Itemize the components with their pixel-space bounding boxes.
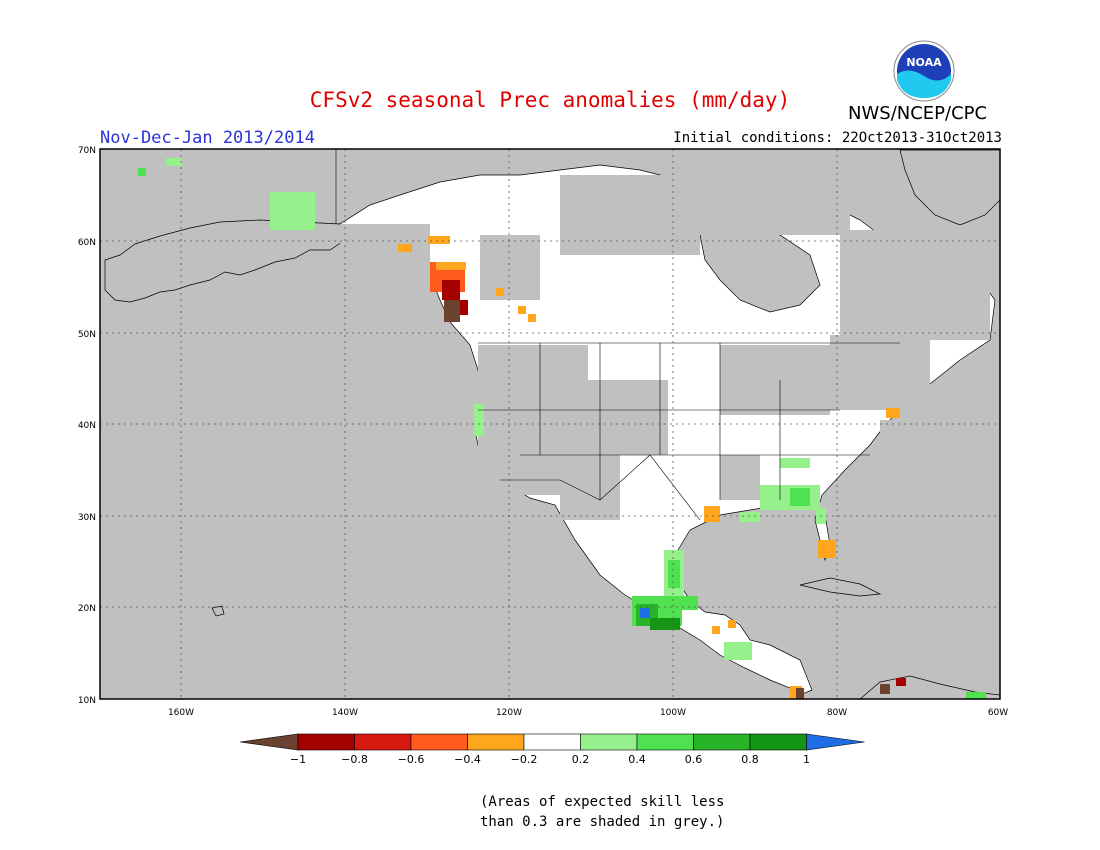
anomaly-cell-negative (728, 620, 736, 628)
anomaly-cell-negative (496, 288, 504, 296)
colorbar-label: −0.2 (511, 753, 538, 766)
skill-note: (Areas of expected skill less than 0.3 a… (480, 792, 724, 832)
skill-mask (340, 175, 990, 520)
colorbar-label: 0.2 (572, 753, 590, 766)
colorbar-label: −0.6 (398, 753, 425, 766)
anomaly-cell-positive (780, 458, 810, 468)
agency-label: NWS/NCEP/CPC (848, 103, 988, 124)
mask-block (830, 335, 930, 410)
anomaly-cell-positive (740, 512, 760, 522)
anomaly-cell-positive (668, 560, 680, 588)
map-frame (99, 148, 1001, 700)
anomaly-cell-positive (474, 404, 484, 436)
anomaly-cell-negative (444, 300, 460, 322)
colorbar-label: 0.6 (685, 753, 703, 766)
mask-block (840, 230, 990, 340)
initial-conditions-label: Initial conditions: 22Oct2013-31Oct2013 (673, 130, 1002, 146)
logo-text: NOAA (906, 56, 942, 69)
anomaly-cell-positive (966, 692, 986, 699)
chart-title: CFSv2 seasonal Prec anomalies (mm/day) (309, 88, 791, 112)
colorbar-bin (806, 733, 865, 751)
colorbar: −1 −0.8 −0.6 −0.4 −0.2 0.2 0.4 0.6 0.8 1 (239, 733, 865, 766)
mask-block (700, 180, 850, 235)
lon-label: 120W (496, 708, 522, 718)
mask-block (588, 380, 668, 455)
colorbar-bin (354, 733, 412, 751)
colorbar-label: −0.8 (341, 753, 368, 766)
colorbar-bin (239, 733, 299, 751)
graticule (100, 149, 1000, 699)
anomaly-cell-negative (518, 306, 526, 314)
colorbar-bin (523, 733, 581, 751)
anomaly-cell-negative (712, 626, 720, 634)
state-borders (539, 343, 781, 500)
state-borders (478, 409, 870, 456)
skill-note-line-1: (Areas of expected skill less (480, 794, 725, 810)
lat-label: 30N (78, 513, 96, 523)
cuba (799, 577, 882, 597)
colorbar-label: 0.4 (628, 753, 646, 766)
political-borders (335, 150, 900, 521)
lon-label: 160W (168, 708, 194, 718)
mask-block (340, 224, 430, 344)
mask-block (720, 345, 830, 415)
anomaly-cell-positive (138, 168, 146, 176)
lat-label: 70N (78, 146, 96, 156)
mask-block (880, 420, 910, 520)
anomaly-cell-negative (428, 236, 450, 244)
lat-label: 40N (78, 421, 96, 431)
anomaly-cell-positive (640, 608, 650, 618)
anomaly-cell-positive (724, 642, 752, 660)
colorbar-bin (467, 733, 525, 751)
colorbar-label: 0.8 (741, 753, 759, 766)
lat-label: 10N (78, 696, 96, 706)
anomaly-cell-negative (818, 540, 836, 558)
lon-label: 80W (827, 708, 847, 718)
anomaly-cell-positive (682, 596, 698, 610)
lon-label: 100W (660, 708, 686, 718)
anomaly-cell-negative (436, 262, 466, 270)
lon-axis: 160W 140W 120W 100W 80W 60W (168, 708, 1008, 718)
anomaly-cell-positive (166, 158, 182, 166)
colorbar-bin (580, 733, 638, 751)
lat-label: 50N (78, 330, 96, 340)
period-label: Nov-Dec-Jan 2013/2014 (100, 128, 315, 148)
colorbar-label: 1 (803, 753, 810, 766)
colorbar-bin (636, 733, 694, 751)
alaska (104, 219, 346, 303)
anomaly-cell-positive (270, 192, 315, 230)
colorbar-label: −1 (290, 753, 306, 766)
anomaly-cell-negative (896, 678, 906, 686)
lat-axis: 70N 60N 50N 40N 30N 20N 10N (78, 146, 96, 706)
anomaly-cell-negative (398, 244, 412, 252)
anomaly-cell-negative (886, 408, 900, 418)
colorbar-bin (410, 733, 468, 751)
colorbar-bin (749, 733, 807, 751)
mask-block (480, 235, 540, 300)
anomaly-cell-negative (880, 684, 890, 694)
lat-label: 20N (78, 604, 96, 614)
anomaly-cell-negative (528, 314, 536, 322)
skill-note-line-2: than 0.3 are shaded in grey.) (480, 814, 725, 830)
colorbar-bin (693, 733, 751, 751)
anomaly-cell-negative (460, 300, 468, 315)
anomaly-cell-positive (790, 488, 810, 506)
colorbar-bin (297, 733, 355, 751)
anomaly-cell-positive (650, 618, 680, 630)
mask-block (560, 455, 620, 520)
anomaly-cell-negative (796, 688, 804, 699)
noaa-logo-icon: NOAA (893, 40, 955, 102)
mask-block (560, 175, 700, 255)
lon-label: 60W (988, 708, 1008, 718)
lat-label: 60N (78, 238, 96, 248)
anomaly-cell-negative (704, 506, 720, 522)
lon-label: 140W (332, 708, 358, 718)
colorbar-label: −0.4 (454, 753, 481, 766)
anomaly-cell-negative (442, 280, 460, 300)
mask-block (720, 455, 760, 500)
hawaii (211, 605, 225, 617)
